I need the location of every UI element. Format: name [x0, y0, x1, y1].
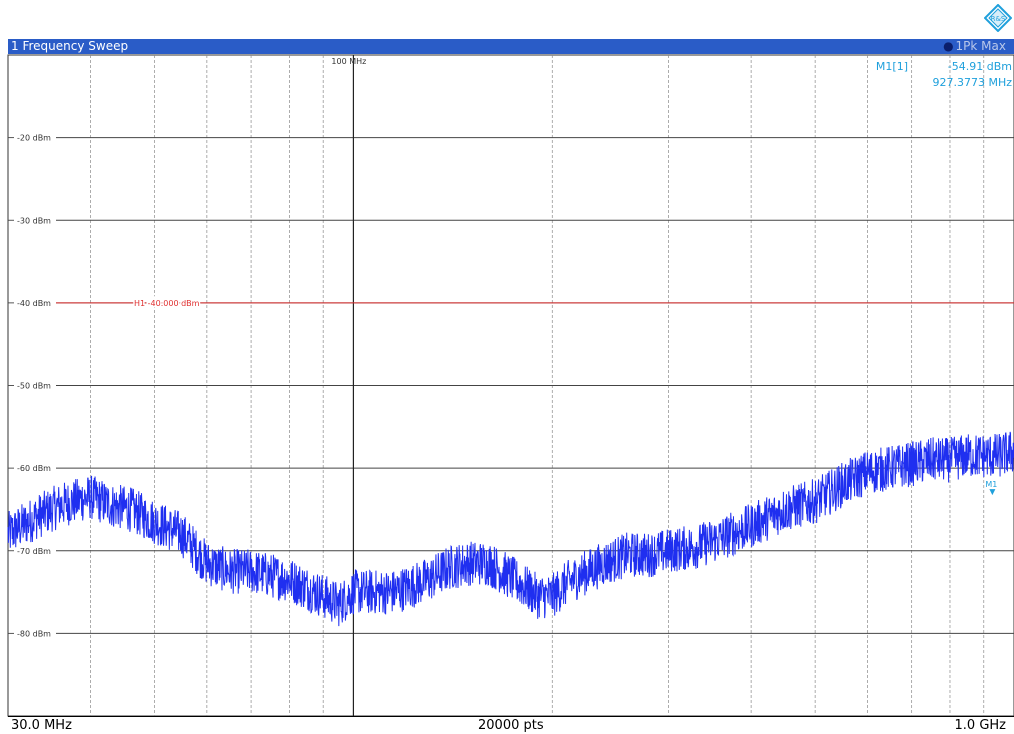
y-tick-label: -20 dBm — [17, 134, 51, 143]
grid — [7, 54, 1014, 717]
marker-label: M1 — [985, 480, 997, 489]
logo-text: R&S — [991, 15, 1006, 23]
trace-label: 1Pk Max — [955, 39, 1006, 53]
y-tick-label: -80 dBm — [17, 629, 51, 638]
stop-frequency: 1.0 GHz — [954, 718, 1006, 733]
window-title: 1 Frequency Sweep — [11, 39, 129, 53]
trace-info: ● 1Pk Max — [943, 39, 1006, 54]
status-footer: 30.0 MHz 20000 pts 1.0 GHz — [8, 716, 1014, 734]
marker-triangle — [989, 489, 996, 496]
x-annotation-label: 100 MHz — [331, 57, 366, 66]
y-tick-label: -60 dBm — [17, 464, 51, 473]
y-axis: -20 dBm -30 dBm -40 dBm -50 dBm -60 dBm -70 d… — [17, 134, 51, 639]
marker-readout-frequency: 927.3773 MHz — [932, 76, 1012, 89]
rohde-schwarz-logo-icon: R&S — [984, 4, 1012, 32]
limit-line-label: H1 -40.000 dBm — [134, 299, 200, 308]
marker-readout-name: M1[1] — [876, 60, 908, 73]
y-tick-label: -50 dBm — [17, 382, 51, 391]
trace-line — [7, 431, 1014, 627]
y-tick-label: -70 dBm — [17, 547, 51, 556]
sweep-points: 20000 pts — [478, 718, 544, 733]
marker-readout-level: -54.91 dBm — [948, 60, 1012, 73]
y-tick-label: -40 dBm — [17, 299, 51, 308]
marker-readout: M1[1] -54.91 dBm 927.3773 MHz — [876, 60, 1012, 89]
trace-series — [7, 431, 1014, 627]
y-tick-label: -30 dBm — [17, 216, 51, 225]
overlay: H1 -40.000 dBm 100 MHz M1 — [56, 57, 1014, 496]
window-title-bar: 1 Frequency Sweep ● 1Pk Max — [8, 39, 1014, 54]
trace-indicator-icon: ● — [943, 39, 954, 53]
start-frequency: 30.0 MHz — [11, 718, 72, 733]
